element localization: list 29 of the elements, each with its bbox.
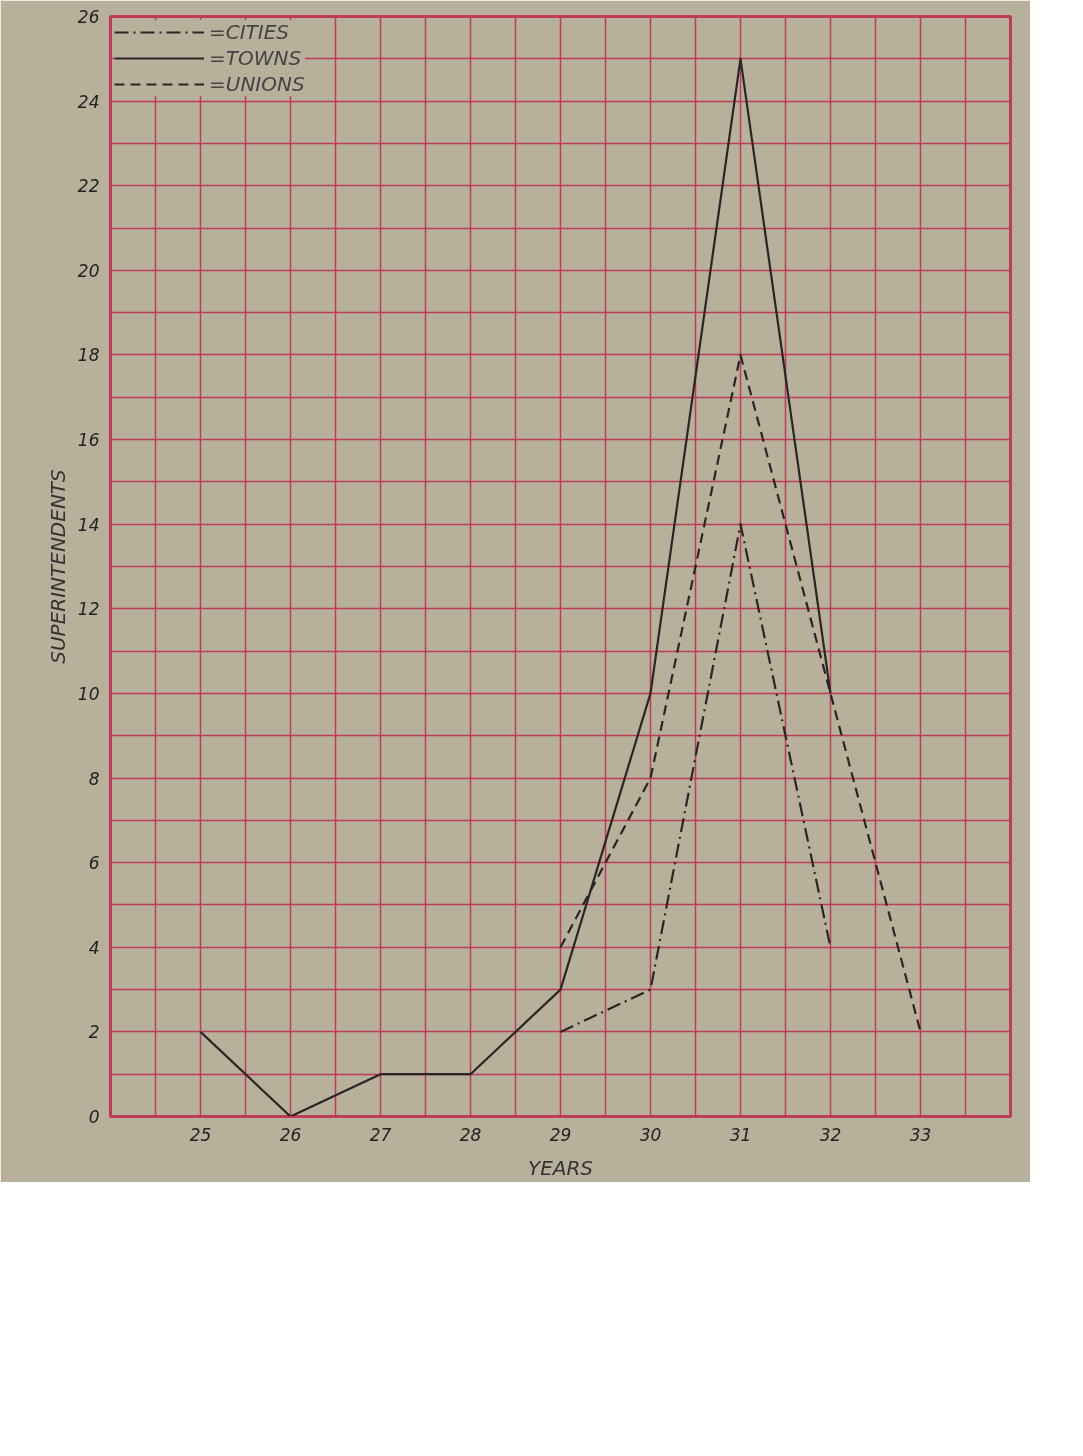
x-tick-label: 29 [549,1124,572,1145]
x-tick-label: 30 [639,1124,662,1145]
legend-label: =UNIONS [209,72,305,96]
y-tick-label: 16 [77,430,100,451]
x-tick-label: 28 [459,1124,482,1145]
y-tick-label: 0 [88,1107,100,1127]
y-tick-label: 26 [77,7,100,27]
y-tick-label: 10 [77,683,100,704]
y-tick-label: 4 [88,937,100,958]
y-axis-title: SUPERINTENDENTS [45,468,70,664]
x-tick-label: 33 [909,1124,932,1145]
x-tick-label: 31 [729,1124,752,1145]
legend-label: =CITIES [209,20,290,44]
y-tick-label: 14 [77,514,100,535]
y-tick-label: 2 [88,1022,100,1043]
x-axis-title: YEARS [527,1155,594,1180]
legend-label: =TOWNS [209,46,302,70]
y-tick-label: 20 [77,260,100,281]
y-tick-label: 24 [77,91,100,112]
y-tick-label: 6 [88,853,100,874]
y-tick-label: 12 [77,599,100,620]
y-tick-label: 22 [77,176,100,197]
y-tick-label: 18 [77,345,100,366]
y-tick-label: 8 [88,768,100,789]
x-tick-label: 27 [369,1124,392,1145]
x-tick-label: 26 [279,1124,302,1145]
line-series [559,523,832,1033]
x-tick-label: 32 [819,1124,842,1145]
x-tick-label: 25 [189,1124,212,1145]
